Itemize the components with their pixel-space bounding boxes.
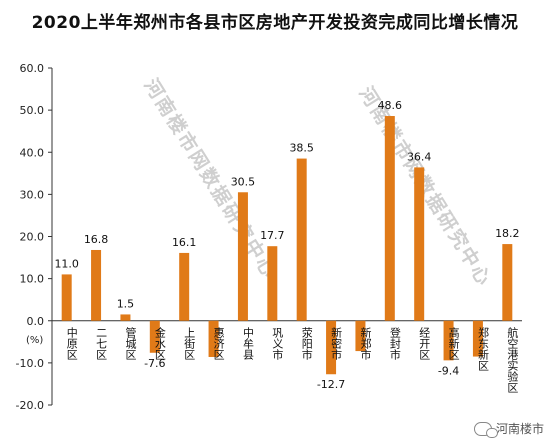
- bar-郑东新区: [472, 320, 483, 357]
- data-label: 11.0: [54, 257, 79, 270]
- x-tick-label: 新郑市: [359, 325, 372, 360]
- x-tick-label: 高新区: [447, 325, 460, 359]
- bar-登封市: [384, 116, 395, 321]
- chart-title: 2020上半年郑州市各县市区房地产开发投资完成同比增长情况: [31, 13, 519, 33]
- wechat-icon: [473, 421, 498, 438]
- data-label: 16.1: [172, 236, 197, 249]
- bar-新郑市: [355, 320, 366, 352]
- data-label: -9.4: [438, 364, 459, 377]
- data-label: 38.5: [289, 142, 314, 155]
- data-label: 48.6: [378, 99, 403, 112]
- x-tick-label: 中牟县: [241, 326, 254, 360]
- data-label: 18.2: [495, 227, 520, 240]
- bar-新密市: [326, 320, 337, 375]
- bar-高新区: [443, 320, 454, 361]
- watermark-text: 河南楼市网数据研究中心: [355, 83, 497, 291]
- x-tick-label: 郑东新区: [476, 325, 489, 370]
- x-tick-label: 管城区: [124, 325, 137, 359]
- y-tick-label: 50.0: [20, 104, 45, 117]
- y-tick-label: 10.0: [20, 273, 45, 286]
- y-tick-label: -20.0: [16, 399, 44, 412]
- bar-荥阳市: [296, 158, 307, 321]
- data-label: 36.4: [407, 150, 432, 163]
- bar-航空港实验区: [502, 244, 513, 321]
- footer-brand: 河南楼市: [495, 422, 544, 436]
- bar-上街区: [179, 252, 190, 321]
- x-tick-label: 经开区: [418, 326, 431, 359]
- data-label: 16.8: [84, 233, 109, 246]
- bar-巩义市: [267, 246, 278, 321]
- bar-二七区: [91, 249, 102, 321]
- x-tick-label: 荥阳市: [300, 325, 313, 360]
- x-tick-label: 中原区: [65, 326, 78, 359]
- y-tick-label: 20.0: [20, 231, 45, 244]
- bar-中原区: [61, 274, 72, 321]
- x-tick-label: 巩义市: [271, 327, 284, 361]
- watermark-text: 河南楼市网数据研究中心: [140, 75, 282, 283]
- x-tick-label: 二七区: [95, 327, 108, 360]
- y-tick-label: -10.0: [16, 357, 44, 370]
- bar-中牟县: [237, 192, 248, 321]
- x-tick-label: 航空港实验区: [506, 325, 519, 392]
- y-tick-label: 40.0: [20, 146, 45, 159]
- x-tick-label: 惠济区: [212, 325, 225, 359]
- data-label: 17.7: [260, 229, 285, 242]
- bar-惠济区: [208, 320, 219, 357]
- data-label: -12.7: [317, 378, 345, 391]
- y-tick-label: 60.0: [20, 62, 45, 75]
- data-label: 1.5: [117, 297, 135, 310]
- x-tick-label: 金水区: [153, 325, 166, 359]
- bar-金水区: [149, 320, 160, 353]
- bar-经开区: [414, 167, 425, 321]
- y-tick-label: 30.0: [20, 188, 45, 201]
- x-tick-label: 上街区: [183, 326, 196, 359]
- x-tick-label: 新密市: [330, 325, 343, 360]
- y-tick-label: 0.0: [27, 315, 45, 328]
- bar-管城区: [120, 314, 131, 321]
- data-label: -7.6: [144, 357, 165, 370]
- footer-logo: 河南楼市: [473, 420, 544, 438]
- data-label: 30.5: [231, 175, 256, 188]
- y-axis-unit: (%): [26, 335, 43, 346]
- x-tick-label: 登封市: [388, 325, 401, 360]
